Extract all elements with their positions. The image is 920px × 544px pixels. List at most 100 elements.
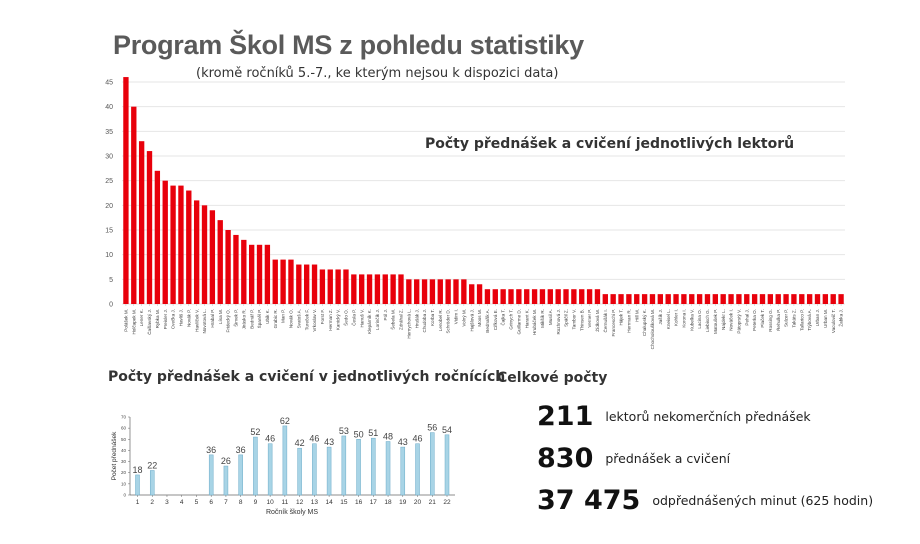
data-label: 22	[147, 460, 157, 470]
bar	[398, 274, 404, 304]
bar	[492, 289, 498, 304]
x-tick-label: Španěl P.	[256, 309, 262, 328]
data-label: 48	[383, 432, 393, 442]
bar	[253, 436, 258, 496]
bar	[461, 279, 467, 304]
x-tick-label: Lísa M.	[218, 309, 223, 324]
x-tick-label: 12	[296, 499, 304, 506]
x-tick-label: Herman Z.	[328, 309, 333, 331]
bar	[267, 443, 273, 496]
y-tick-label: 5	[109, 277, 113, 284]
bar	[429, 279, 436, 304]
x-tick-label: Guillarme D.	[516, 309, 521, 335]
bar	[437, 279, 443, 304]
x-tick-label: Kohler I.	[674, 309, 679, 326]
bar	[579, 289, 585, 304]
bar	[476, 284, 483, 304]
x-tick-label: Pehal J.	[744, 309, 749, 326]
bar	[280, 259, 286, 304]
data-label: 53	[339, 426, 349, 436]
x-tick-label: Bednář P.	[249, 309, 254, 329]
totals-heading: Celkové počty	[497, 370, 608, 386]
x-tick-label: Pátoprstý V.	[737, 309, 742, 334]
bar	[149, 470, 155, 496]
bar	[170, 185, 176, 304]
data-label: 43	[324, 437, 334, 447]
bar	[814, 294, 821, 304]
bar	[445, 279, 451, 304]
x-tick-label: Kubelka V.	[689, 309, 694, 331]
x-tick-label: 1	[136, 499, 140, 506]
x-tick-label: Forst F.	[320, 309, 325, 324]
bar	[681, 294, 687, 304]
bar	[602, 294, 608, 304]
stat-label: přednášek a cvičení	[605, 451, 731, 466]
x-tick-label: Klepárník K.	[367, 309, 372, 334]
bar	[193, 200, 200, 304]
x-tick-label: Žabka J.	[837, 309, 844, 327]
data-label: 51	[368, 428, 378, 438]
bar	[453, 279, 459, 304]
bar	[201, 205, 208, 304]
y-tick-label: 70	[121, 415, 127, 420]
bar	[634, 294, 640, 304]
bar	[704, 294, 711, 304]
bar	[326, 446, 332, 496]
y-tick-label: 10	[105, 252, 113, 259]
x-tick-label: Zdráhal Z.	[399, 309, 404, 330]
y-tick-label: 0	[123, 493, 126, 498]
bar	[500, 289, 506, 304]
bar	[400, 446, 406, 496]
x-tick-label: 14	[325, 499, 333, 506]
chart-heading-years: Počty přednášek a cvičení v jednotlivých…	[108, 369, 506, 385]
x-tick-label: Cífková E.	[493, 309, 498, 330]
bar	[264, 244, 271, 304]
x-tick-label: Polášek M.	[124, 309, 129, 332]
x-tick-label: Volný M.	[461, 309, 466, 327]
x-tick-label: Rybka M.	[155, 309, 160, 328]
x-tick-label: Schröder D.	[446, 309, 451, 334]
bar	[712, 294, 719, 304]
x-tick-label: Rossing G.	[768, 309, 773, 332]
x-tick-label: Hanuš V.	[359, 309, 364, 328]
bar	[390, 274, 396, 304]
bar	[406, 279, 412, 304]
x-tick-label: Lenobel R.	[438, 309, 443, 331]
x-tick-label: 7	[224, 499, 228, 506]
bar	[178, 185, 184, 304]
bar	[649, 294, 656, 304]
x-tick-label: Peterka O.	[752, 309, 757, 331]
x-tick-label: Urban M.	[823, 309, 828, 328]
data-label: 62	[280, 416, 290, 426]
bar	[759, 294, 766, 304]
x-tick-label: Korba T.	[430, 309, 435, 326]
bar	[131, 106, 137, 305]
bar	[135, 474, 140, 496]
x-tick-label: Tambor V.	[571, 309, 576, 330]
bar	[248, 244, 255, 304]
data-label: 43	[398, 437, 408, 447]
x-tick-label: Havlíček V.	[194, 309, 199, 332]
x-tick-label: Vaculovič T.	[831, 309, 836, 333]
y-tick-label: 15	[105, 228, 113, 235]
slide-subtitle: (kromě ročníků 5.-7., ke kterým nejsou k…	[196, 66, 559, 81]
x-axis-label: Ročník školy MS	[266, 509, 318, 516]
bar	[154, 170, 161, 304]
bar	[414, 279, 420, 304]
bar	[223, 465, 229, 496]
x-tick-label: 18	[384, 499, 392, 506]
bar	[751, 294, 758, 304]
bar	[209, 210, 216, 304]
bar	[806, 294, 813, 304]
slide-title: Program Škol MS z pohledu statistiky	[113, 30, 584, 60]
x-tick-label: Česla P.	[350, 309, 356, 326]
x-tick-label: Novák P.	[186, 309, 191, 327]
x-tick-label: Korona I.	[681, 309, 686, 328]
bar	[241, 239, 247, 304]
x-tick-label: Jašík J.	[658, 309, 663, 325]
bar	[341, 435, 347, 496]
y-tick-label: 20	[105, 203, 113, 210]
y-tick-label: 30	[121, 459, 127, 464]
x-tick-label: 20	[414, 499, 422, 506]
